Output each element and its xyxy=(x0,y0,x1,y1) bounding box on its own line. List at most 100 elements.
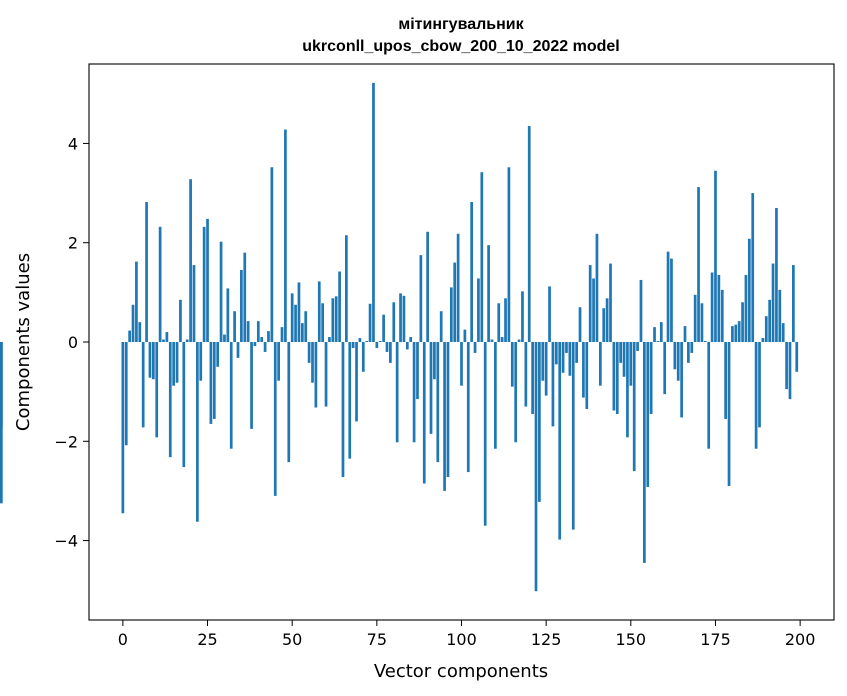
bar xyxy=(341,342,345,478)
x-tick-label: 25 xyxy=(197,630,217,649)
bar xyxy=(615,342,619,414)
bar xyxy=(399,293,402,342)
x-tick-label: 0 xyxy=(118,630,128,649)
bar xyxy=(151,342,155,380)
y-tick-label: −4 xyxy=(54,532,78,551)
bar xyxy=(439,311,443,342)
bar xyxy=(666,251,670,342)
bar xyxy=(693,294,697,342)
bar xyxy=(172,342,176,386)
bar xyxy=(331,298,335,342)
bar xyxy=(792,265,795,342)
bar xyxy=(747,238,751,342)
bar xyxy=(131,304,135,342)
bar xyxy=(487,245,490,342)
bar xyxy=(233,311,236,342)
bar xyxy=(775,207,778,342)
bar xyxy=(263,342,267,352)
bar xyxy=(710,272,714,342)
bar xyxy=(639,279,643,342)
bar xyxy=(443,342,446,491)
chart-subtitle: ukrconll_upos_cbow_200_10_2022 model xyxy=(302,38,619,55)
bar xyxy=(510,342,514,387)
bar xyxy=(500,337,504,342)
bar xyxy=(568,342,572,376)
bar xyxy=(392,302,396,342)
bar xyxy=(714,170,717,342)
bar xyxy=(724,342,727,419)
bar xyxy=(656,341,660,342)
bar xyxy=(575,342,578,363)
bar xyxy=(348,342,352,459)
bar xyxy=(673,342,677,370)
bar xyxy=(609,263,612,342)
bar xyxy=(565,342,568,353)
bar xyxy=(260,337,264,342)
bar xyxy=(649,342,653,414)
x-tick-label: 75 xyxy=(367,630,387,649)
bar xyxy=(223,334,226,342)
bar xyxy=(446,342,450,478)
bar xyxy=(199,342,203,381)
bar xyxy=(162,339,165,342)
bar xyxy=(629,342,633,386)
bar xyxy=(595,233,599,342)
bar xyxy=(548,286,551,342)
x-tick-label: 50 xyxy=(282,630,302,649)
bar xyxy=(155,342,159,438)
bar xyxy=(321,303,325,342)
bar xyxy=(764,316,768,342)
bar xyxy=(771,263,775,342)
bar xyxy=(534,342,538,592)
bar xyxy=(311,342,314,383)
bar xyxy=(632,342,636,472)
bar xyxy=(690,342,694,353)
bar xyxy=(456,233,460,342)
bar xyxy=(707,342,711,449)
bar xyxy=(324,342,328,407)
bar xyxy=(646,342,650,487)
bar xyxy=(429,342,433,434)
bar xyxy=(179,299,182,342)
bar xyxy=(256,321,260,342)
bar xyxy=(412,342,416,443)
y-tick-label: 0 xyxy=(68,333,78,352)
bar xyxy=(636,342,639,351)
bar xyxy=(270,167,274,342)
bar xyxy=(422,342,426,484)
bar xyxy=(494,342,497,449)
bar xyxy=(250,342,253,429)
bar xyxy=(168,342,172,458)
bar xyxy=(622,342,626,377)
y-tick-label: −2 xyxy=(54,432,78,451)
bar xyxy=(554,342,558,365)
bar xyxy=(453,262,457,342)
bar xyxy=(653,327,656,342)
bar xyxy=(290,293,294,342)
bar xyxy=(314,342,318,408)
bar xyxy=(551,342,555,427)
bar xyxy=(185,339,189,342)
bar xyxy=(717,274,721,342)
bar xyxy=(148,342,152,378)
bar xyxy=(389,342,392,363)
bar xyxy=(483,342,487,526)
bar xyxy=(121,342,125,514)
bar xyxy=(571,342,575,530)
bar xyxy=(626,342,629,438)
y-axis-label: Components values xyxy=(13,253,34,431)
bar xyxy=(277,342,280,381)
bar xyxy=(588,265,592,342)
bar xyxy=(189,179,192,342)
bar xyxy=(382,314,385,342)
bar xyxy=(240,270,243,342)
bar xyxy=(212,342,216,419)
bar xyxy=(659,322,663,342)
bar xyxy=(788,342,792,400)
bar xyxy=(385,342,389,352)
bar xyxy=(598,342,602,386)
bar xyxy=(135,261,138,342)
bar xyxy=(351,342,355,348)
bar xyxy=(128,330,131,342)
bar xyxy=(124,342,128,446)
